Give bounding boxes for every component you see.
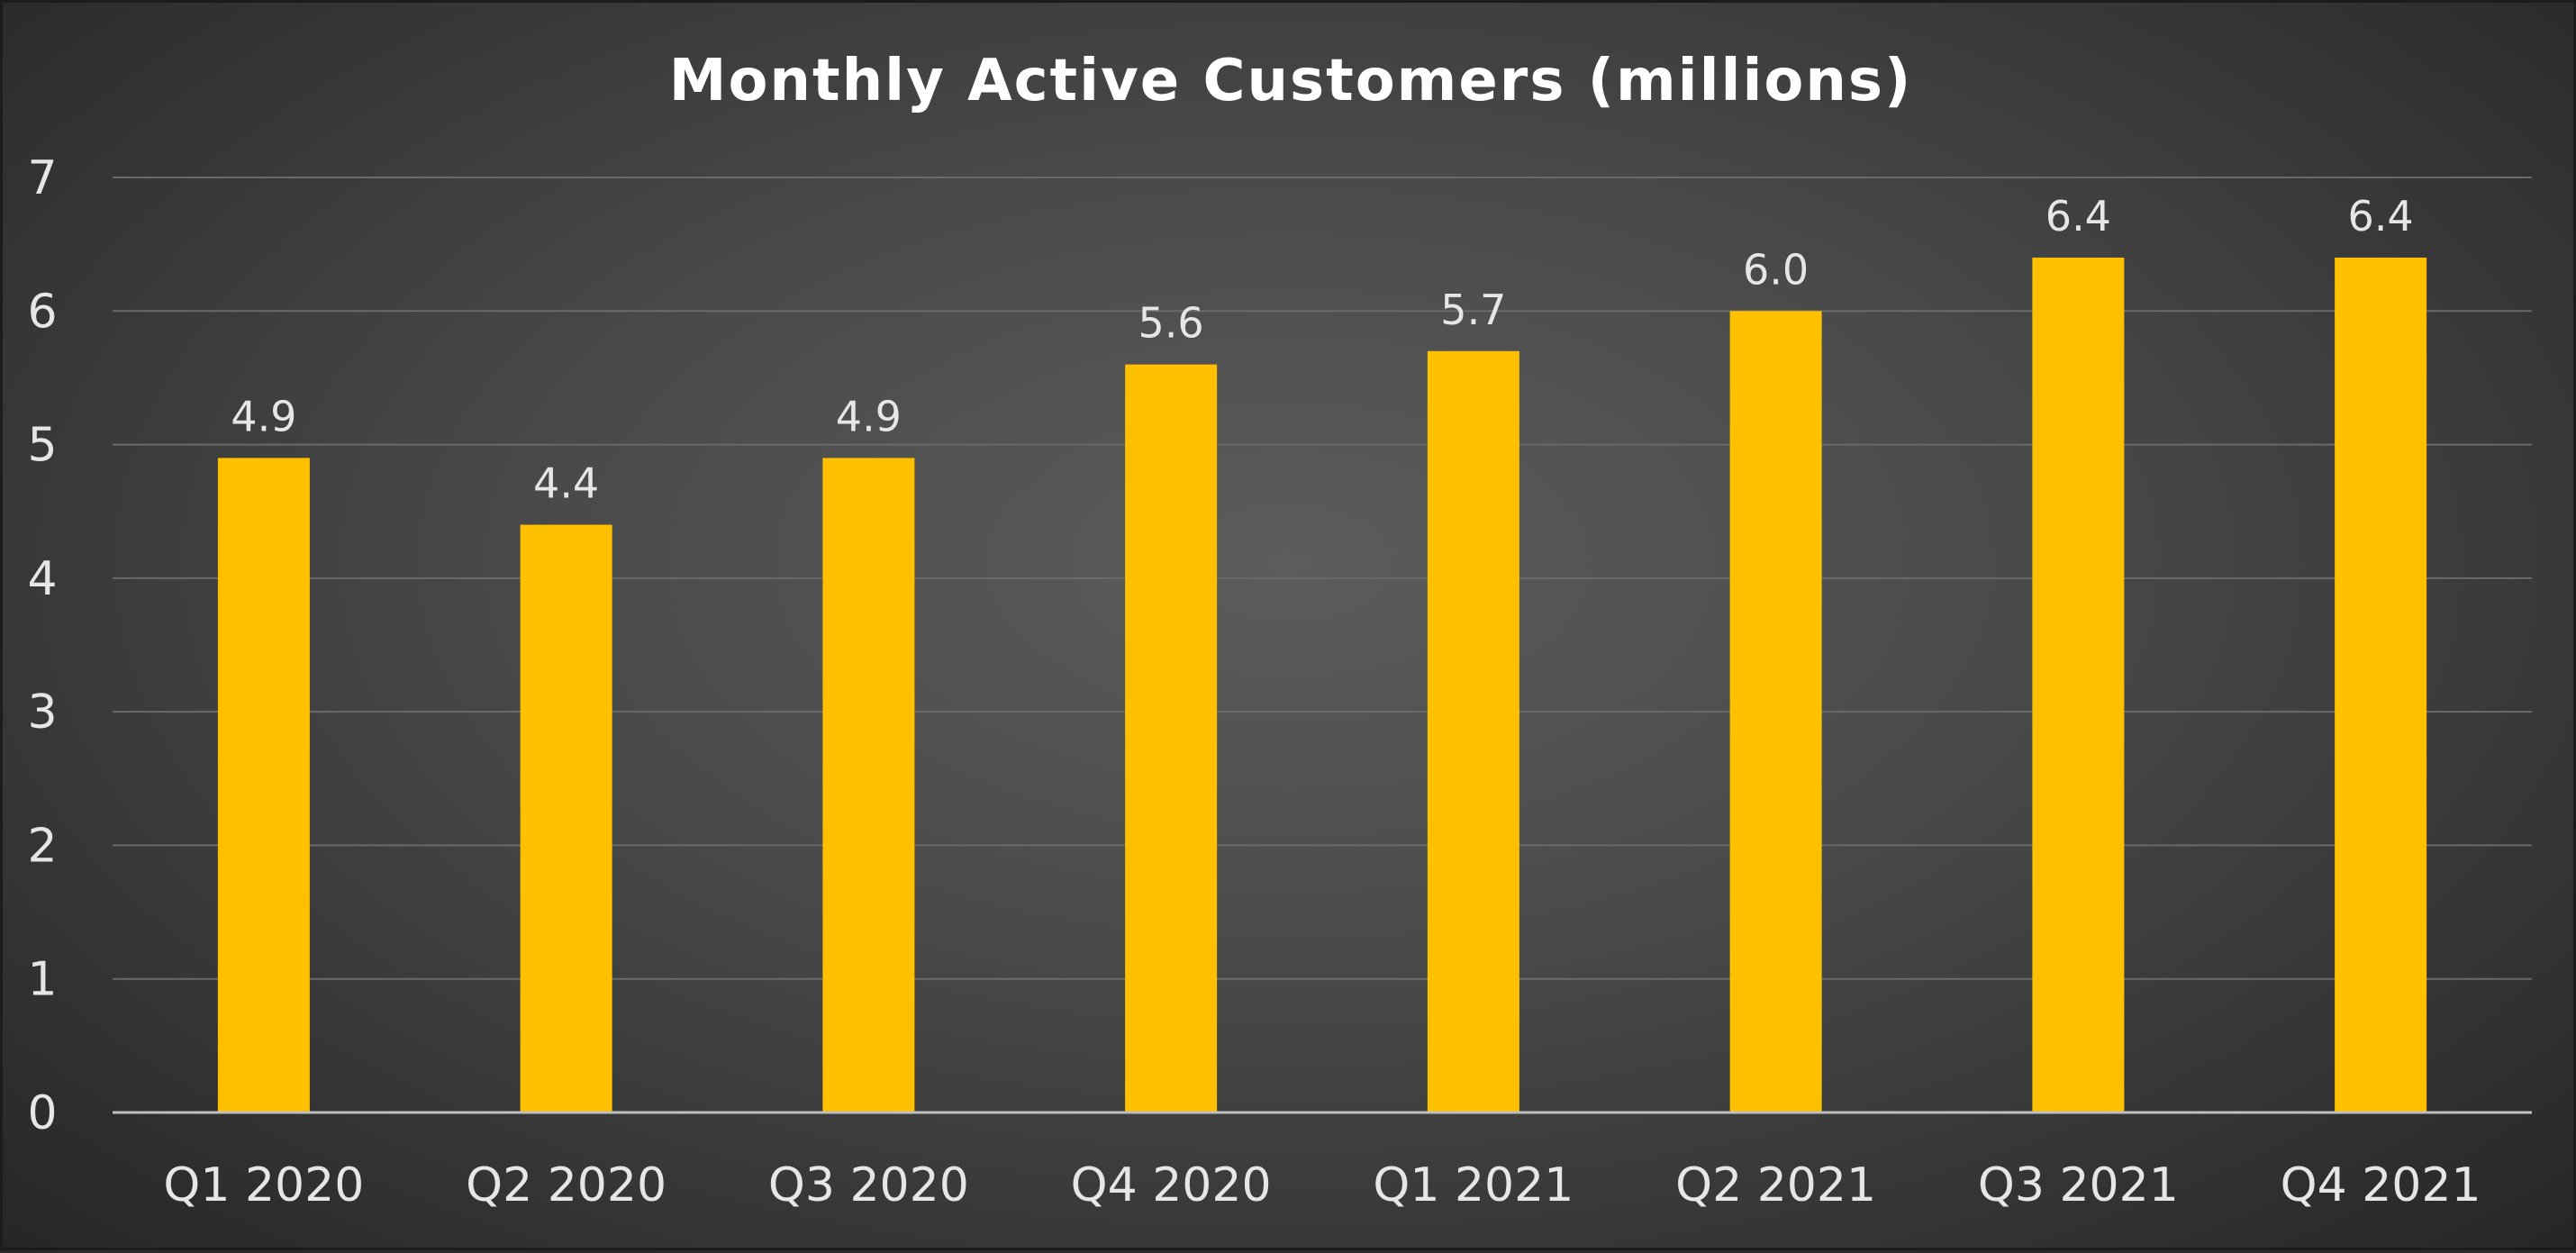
data-label: 4.4 [533,459,599,508]
y-tick-label: 2 [27,819,57,873]
bar [2032,257,2125,1112]
x-category-label: Q3 2021 [1978,1158,2179,1212]
data-label: 5.6 [1138,299,1204,348]
data-labels: 4.9 4.4 4.9 5.6 5.7 6.0 6.4 6.4 [231,192,2413,508]
x-category-label: Q2 2021 [1675,1158,1876,1212]
bars [217,257,2427,1113]
bar [822,458,915,1112]
bar [1125,364,1218,1113]
x-category-label: Q1 2021 [1373,1158,1574,1212]
bar [2335,257,2427,1112]
x-category-label: Q3 2020 [768,1158,969,1212]
y-tick-label: 5 [27,419,57,473]
y-tick-label: 7 [27,151,57,205]
x-category-label: Q4 2021 [2281,1158,2481,1212]
y-tick-label: 4 [27,552,57,606]
x-category-label: Q1 2020 [163,1158,364,1212]
chart-title: Monthly Active Customers (millions) [669,48,1913,114]
x-category-label: Q4 2020 [1071,1158,1272,1212]
gridlines [113,177,2532,980]
x-axis-categories: Q1 2020 Q2 2020 Q3 2020 Q4 2020 Q1 2021 Q2 20… [163,1158,2481,1212]
x-category-label: Q2 2020 [466,1158,667,1212]
y-tick-label: 1 [27,953,57,1007]
bar [520,524,612,1112]
bar [217,458,310,1112]
bar-chart: Monthly Active Customers (millions) 0 1 2 3… [27,48,2532,1212]
data-label: 4.9 [836,392,902,440]
data-label: 4.9 [231,392,296,440]
data-label: 6.4 [2348,192,2414,241]
bar [1427,350,1519,1112]
y-tick-label: 3 [27,686,57,740]
data-label: 6.4 [2045,192,2111,241]
data-label: 5.7 [1440,286,1506,334]
y-axis-ticks: 0 1 2 3 4 5 6 7 [27,151,57,1140]
y-tick-label: 0 [27,1086,57,1140]
y-tick-label: 6 [27,285,57,339]
bar [1729,311,1822,1112]
data-label: 6.0 [1743,245,1809,294]
